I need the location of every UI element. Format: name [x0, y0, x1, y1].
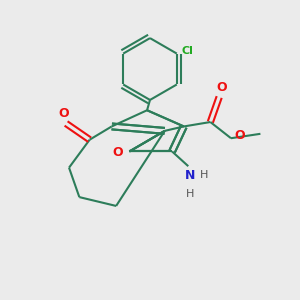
Text: H: H	[186, 189, 194, 199]
Text: O: O	[216, 81, 226, 94]
Text: O: O	[58, 107, 69, 120]
Text: Cl: Cl	[181, 46, 193, 56]
Text: O: O	[112, 146, 123, 159]
Text: N: N	[184, 169, 195, 182]
Text: O: O	[234, 129, 244, 142]
Text: H: H	[200, 170, 208, 180]
